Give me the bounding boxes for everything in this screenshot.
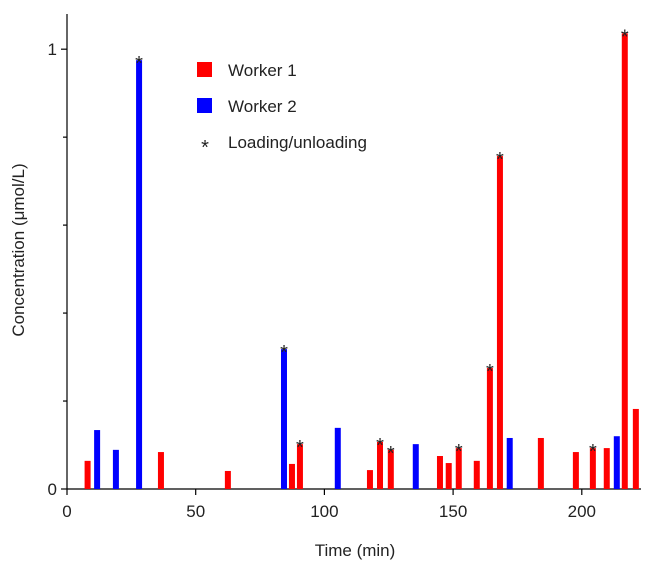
bar xyxy=(94,430,101,489)
legend-marker: * xyxy=(201,137,209,159)
x-tick-label: 200 xyxy=(568,502,596,521)
loading-marker: * xyxy=(486,361,494,383)
bar xyxy=(436,456,443,489)
bar xyxy=(224,470,231,489)
bar xyxy=(455,448,462,489)
loading-marker: * xyxy=(455,441,463,463)
loading-marker: * xyxy=(296,437,304,459)
bar xyxy=(376,441,383,489)
loading-marker: * xyxy=(621,26,629,48)
bar xyxy=(445,463,452,489)
bar xyxy=(296,444,303,489)
legend-label: Worker 2 xyxy=(228,97,297,116)
x-tick-label: 50 xyxy=(186,502,205,521)
loading-marker: * xyxy=(280,342,288,364)
bar xyxy=(157,452,164,489)
loading-marker: * xyxy=(496,149,504,171)
bar xyxy=(506,437,513,489)
bar xyxy=(366,470,373,489)
x-tick-label: 0 xyxy=(62,502,71,521)
x-tick-label: 150 xyxy=(439,502,467,521)
bar xyxy=(112,449,119,489)
bar xyxy=(589,448,596,489)
legend-swatch xyxy=(197,62,212,77)
bar xyxy=(136,60,143,490)
loading-marker: * xyxy=(376,435,384,457)
bar xyxy=(632,408,639,489)
bar xyxy=(537,437,544,489)
bar xyxy=(621,33,628,489)
loading-marker: * xyxy=(589,441,597,463)
bar xyxy=(613,436,620,489)
bar xyxy=(496,156,503,489)
legend-label: Worker 1 xyxy=(228,61,297,80)
loading-marker: * xyxy=(387,443,395,465)
bar xyxy=(412,444,419,489)
bar xyxy=(387,449,394,489)
bar xyxy=(572,452,579,489)
legend-label: Loading/unloading xyxy=(228,133,367,152)
y-axis-label: Concentration (μmol/L) xyxy=(9,163,28,336)
y-tick-label: 0 xyxy=(48,480,57,499)
bar xyxy=(84,460,91,489)
bar xyxy=(473,460,480,489)
y-tick-label: 1 xyxy=(48,40,57,59)
loading-marker: * xyxy=(135,53,143,75)
bar xyxy=(280,349,287,489)
bar xyxy=(334,427,341,489)
x-tick-label: 100 xyxy=(310,502,338,521)
bar xyxy=(486,368,493,489)
legend-swatch xyxy=(197,98,212,113)
x-axis-label: Time (min) xyxy=(315,541,396,560)
bar xyxy=(288,463,295,489)
bar xyxy=(603,448,610,489)
